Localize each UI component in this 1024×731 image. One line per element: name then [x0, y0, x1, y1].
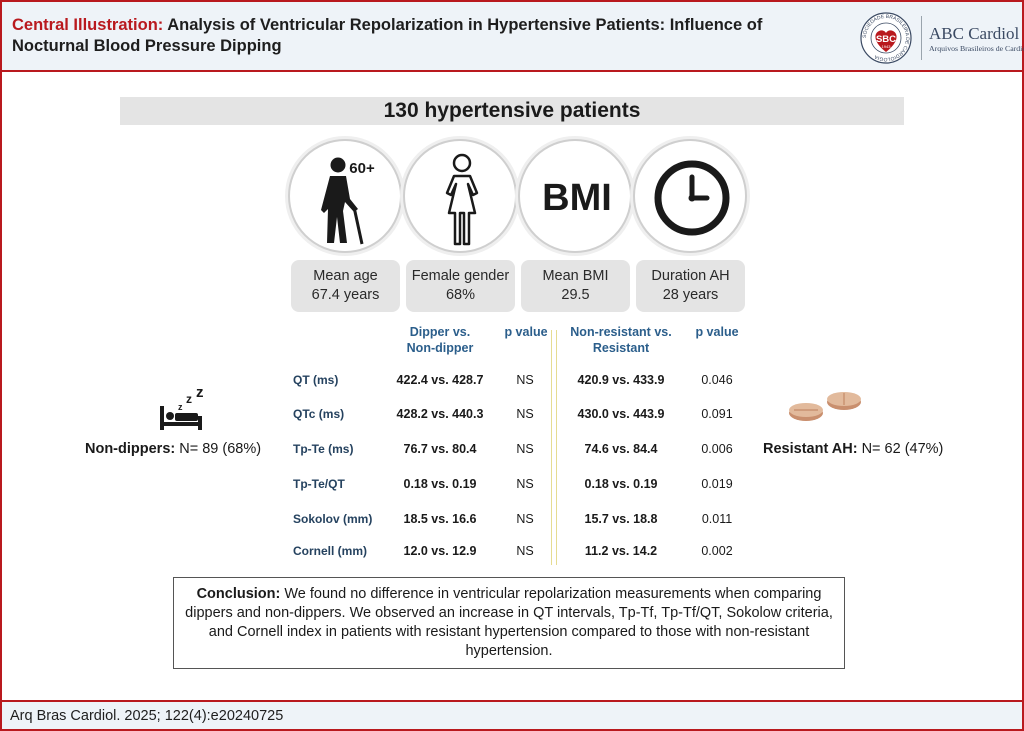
- clock-icon: [654, 160, 730, 236]
- table-divider: [551, 330, 557, 565]
- figure-title: Central Illustration: Analysis of Ventri…: [12, 15, 772, 57]
- stat-label: Duration AH: [651, 268, 730, 284]
- sbc-seal-logo: SOCIEDADE BRASILEIRA DE CARDIOLOGIA SBC …: [860, 12, 912, 64]
- resistant-value: 15.7 vs. 18.8: [584, 512, 658, 526]
- conclusion-lead: Conclusion:: [196, 586, 281, 602]
- stat-label: Mean BMI: [542, 268, 609, 284]
- svg-text:z: z: [186, 392, 192, 406]
- p-value-2: 0.046: [701, 373, 733, 387]
- elderly-person-icon: 60+: [321, 157, 375, 245]
- resistant-ah-label: Resistant AH:: [763, 441, 858, 457]
- stat-value: 29.5: [561, 287, 590, 303]
- svg-text:60+: 60+: [349, 160, 375, 177]
- row-label: Cornell (mm): [293, 544, 368, 558]
- bmi-icon: BMI: [542, 177, 612, 219]
- footer: Arq Bras Cardiol. 2025; 122(4):e20240725: [2, 700, 1022, 729]
- header-p-value-1: p value: [504, 325, 548, 339]
- p-value-2: 0.011: [701, 512, 733, 526]
- resistant-value: 0.18 vs. 0.19: [584, 477, 658, 491]
- row-label: Tp-Te (ms): [293, 442, 354, 456]
- p-value-1: NS: [516, 373, 534, 387]
- row-label: QTc (ms): [293, 407, 345, 421]
- p-value-1: NS: [516, 407, 534, 421]
- svg-text:BMI: BMI: [542, 177, 612, 219]
- stat-value: 68%: [445, 287, 476, 303]
- resistant-value: 420.9 vs. 433.9: [577, 373, 665, 387]
- gender-circle: [403, 139, 517, 253]
- sleeping-bed-icon: z z z: [160, 384, 204, 430]
- resistant-ah-summary: Resistant AH: N= 62 (47%): [763, 441, 943, 457]
- patients-banner: 130 hypertensive patients: [120, 97, 904, 125]
- row-label: QT (ms): [293, 373, 339, 387]
- stat-mean-bmi: Mean BMI 29.5: [521, 260, 630, 312]
- stat-mean-age: Mean age 67.4 years: [291, 260, 400, 312]
- conclusion-box: Conclusion: We found no difference in ve…: [173, 577, 845, 669]
- stat-value: 28 years: [662, 287, 719, 303]
- header-line: Dipper vs.: [409, 325, 471, 339]
- resistant-value: 11.2 vs. 14.2: [584, 544, 658, 558]
- p-value-2: 0.002: [701, 544, 733, 558]
- header-resistant-comparison: Non-resistant vs. Resistant: [558, 324, 684, 356]
- stat-value: 67.4 years: [311, 287, 380, 303]
- stat-label: Mean age: [313, 268, 378, 284]
- p-value-2: 0.019: [701, 477, 733, 491]
- seal-year: 1943: [882, 44, 892, 49]
- dipper-value: 428.2 vs. 440.3: [396, 407, 484, 421]
- row-label: Sokolov (mm): [293, 512, 373, 526]
- citation: Arq Bras Cardiol. 2025; 122(4):e20240725: [10, 708, 284, 724]
- row-label: Tp-Te/QT: [293, 477, 345, 491]
- female-icon: [445, 153, 479, 246]
- header-dipper-comparison: Dipper vs. Non-dipper: [385, 324, 495, 356]
- header-line: Resistant: [592, 341, 650, 355]
- svg-text:z: z: [196, 384, 204, 401]
- duration-circle: [633, 139, 747, 253]
- header-line: Non-dipper: [406, 341, 474, 355]
- title-lead: Central Illustration:: [12, 16, 164, 34]
- pills-icon: [789, 392, 861, 421]
- stat-female-gender: Female gender 68%: [406, 260, 515, 312]
- title-text: Analysis of Ventricular Repolarization i…: [12, 16, 763, 55]
- header-line: Non-resistant vs.: [570, 325, 672, 339]
- dipper-value: 422.4 vs. 428.7: [396, 373, 484, 387]
- dipper-value: 18.5 vs. 16.6: [403, 512, 477, 526]
- p-value-1: NS: [516, 512, 534, 526]
- dipper-value: 0.18 vs. 0.19: [403, 477, 477, 491]
- journal-name: ABC Cardiol: [929, 24, 1020, 43]
- journal-subtitle: Arquivos Brasileiros de Cardiologia: [929, 44, 1024, 53]
- resistant-value: 430.0 vs. 443.9: [577, 407, 665, 421]
- p-value-2: 0.091: [701, 407, 733, 421]
- dipper-value: 76.7 vs. 80.4: [403, 442, 477, 456]
- svg-text:z: z: [178, 402, 183, 412]
- non-dippers-label: Non-dippers:: [85, 441, 176, 457]
- dipper-value: 12.0 vs. 12.9: [403, 544, 477, 558]
- age-circle: 60+: [288, 139, 402, 253]
- conclusion-text: We found no difference in ventricular re…: [185, 586, 833, 659]
- logo-divider: [921, 16, 922, 60]
- p-value-2: 0.006: [701, 442, 733, 456]
- p-value-1: NS: [516, 544, 534, 558]
- resistant-ah-value: N= 62 (47%): [861, 441, 944, 457]
- non-dippers-value: N= 89 (68%): [179, 441, 262, 457]
- header-p-value-2: p value: [695, 325, 739, 339]
- p-value-1: NS: [516, 442, 534, 456]
- bmi-circle: BMI: [518, 139, 632, 253]
- header: Central Illustration: Analysis of Ventri…: [2, 2, 1024, 72]
- stat-duration-ah: Duration AH 28 years: [636, 260, 745, 312]
- non-dippers-summary: Non-dippers: N= 89 (68%): [85, 441, 261, 457]
- stat-label: Female gender: [411, 268, 510, 284]
- seal-text: SBC: [876, 34, 896, 45]
- p-value-1: NS: [516, 477, 534, 491]
- resistant-value: 74.6 vs. 84.4: [584, 442, 658, 456]
